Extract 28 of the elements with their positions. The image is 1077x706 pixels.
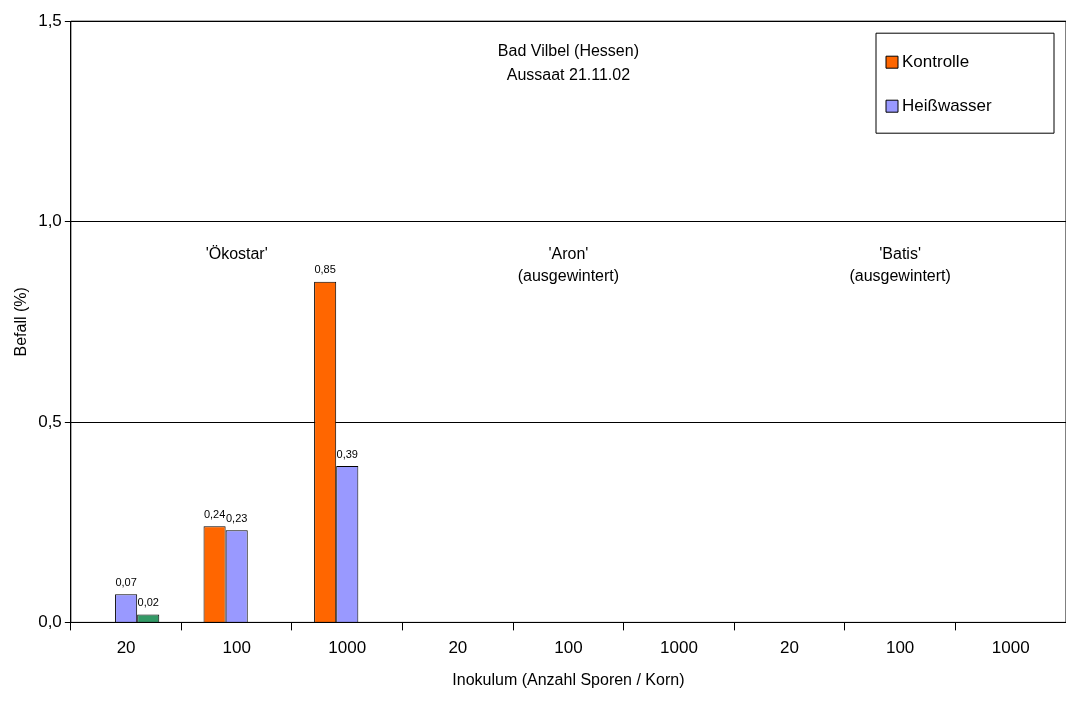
x-tick-label: 1000 — [991, 638, 1030, 658]
y-axis-title: Befall (%) — [12, 287, 30, 357]
text: Bad Vilbel (Hessen) — [497, 41, 639, 59]
annotation: 'Ökostar' — [205, 244, 268, 262]
y-tick-label: 0,0 — [38, 612, 62, 632]
data-label: 0,07 — [115, 575, 137, 588]
x-axis-title: Inokulum (Anzahl Sporen / Korn) — [452, 670, 685, 688]
data-label: 0,39 — [336, 447, 358, 460]
data-label: 0,85 — [314, 263, 336, 276]
annotation: 'Batis' (ausgewintert) — [849, 244, 951, 284]
x-tick-label: 100 — [222, 638, 251, 658]
legend-label: Heißwasser — [902, 95, 993, 115]
y-tick-label: 0,5 — [38, 411, 62, 431]
y-tick-label: 1,5 — [38, 10, 62, 30]
annotation: 'Aron' (ausgewintert) — [517, 244, 620, 284]
x-tick-label: 20 — [780, 638, 800, 658]
data-label: 0,02 — [137, 595, 159, 608]
x-tick-label: 1000 — [660, 638, 698, 658]
data-label: 0,24 — [203, 507, 226, 520]
x-tick-label: 100 — [554, 638, 583, 658]
x-tick-label: 1000 — [328, 638, 367, 658]
y-tick-label: 1,0 — [38, 211, 62, 231]
x-tick-label: 20 — [448, 638, 468, 658]
legend-label: Kontrolle — [902, 51, 970, 71]
x-tick-label: 20 — [116, 638, 136, 658]
text: Aussaat 21.11.02 — [506, 65, 631, 83]
data-label: 0,23 — [225, 511, 248, 524]
x-tick-label: 100 — [885, 638, 915, 658]
